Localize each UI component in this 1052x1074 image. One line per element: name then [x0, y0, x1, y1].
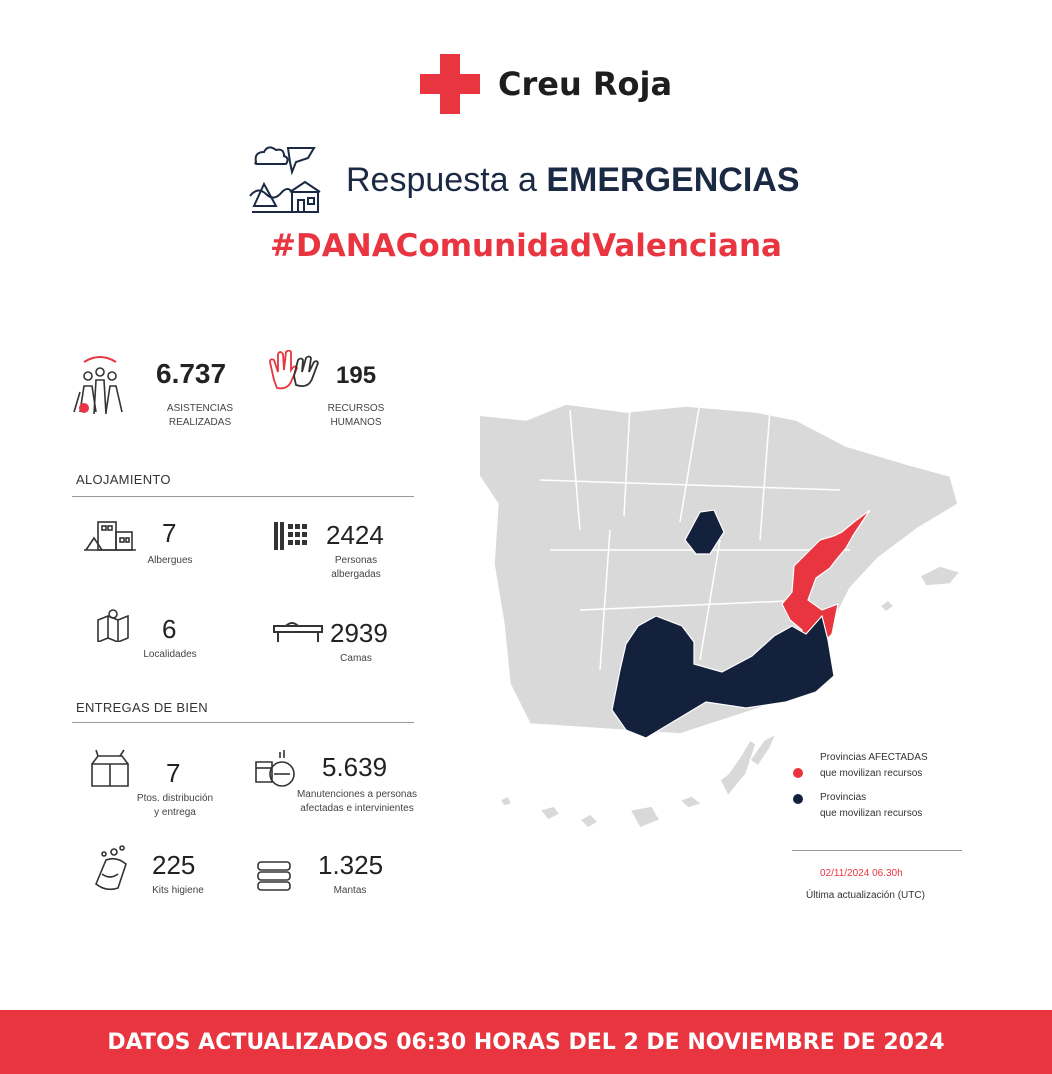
boxes-icon [91, 749, 129, 787]
map-balearic [918, 565, 962, 587]
update-label: Última actualización (UTC) [806, 890, 925, 901]
manutenciones-value: 5.639 [322, 752, 388, 782]
camas-value: 2939 [330, 618, 388, 648]
kits-value: 225 [152, 850, 196, 880]
hygiene-kit-icon [95, 845, 127, 891]
shelter-buildings-icon [84, 521, 136, 551]
disaster-icon [249, 146, 321, 213]
brand-logo: Creu Roja [420, 54, 672, 114]
map-south-provinces [611, 614, 835, 739]
recursos-value: 195 [336, 362, 377, 389]
localidades-label: Localidades [143, 649, 197, 660]
personas-value: 2424 [326, 520, 384, 550]
section-divider [72, 722, 414, 723]
puntos-value: 7 [166, 758, 181, 788]
manutenciones-label: Manutenciones a personas afectadas e inte… [296, 789, 418, 814]
map-valencia [781, 509, 871, 661]
map-canary [538, 805, 562, 821]
building-grid-icon [274, 522, 307, 550]
hashtag: #DANAComunidadValenciana [270, 228, 782, 264]
footer-text: DATOS ACTUALIZADOS 06:30 HORAS DEL 2 DE … [107, 1029, 945, 1055]
albergues-label: Albergues [147, 555, 193, 566]
puntos-label: Ptos. distribución y entrega [136, 793, 214, 818]
footer-banner: DATOS ACTUALIZADOS 06:30 HORAS DEL 2 DE … [0, 1010, 1052, 1074]
update-date: 02/11/2024 06.30h [820, 868, 903, 879]
personas-label: Personas albergadas [331, 555, 381, 580]
legend-affected: Provincias AFECTADAS que movilizan recurs… [820, 752, 928, 779]
asistencias-value: 6.737 [156, 358, 227, 389]
response-header: Respuesta a EMERGENCIAS [248, 144, 800, 216]
spain-provinces-map [480, 401, 962, 829]
section-divider [72, 496, 414, 497]
section-heading-alojamiento: ALOJAMIENTO [76, 472, 171, 487]
legend-divider [792, 850, 962, 851]
blankets-icon [257, 861, 291, 891]
legend-red-dot [793, 768, 803, 778]
legend-navy-dot [793, 794, 803, 804]
meal-icon [255, 750, 295, 787]
mantas-value: 1.325 [318, 850, 384, 880]
map-madrid [684, 509, 725, 555]
section-heading-entregas: ENTREGAS DE BIEN [76, 700, 208, 715]
people-assistance-icon [73, 356, 123, 415]
map-pin-icon [97, 609, 129, 642]
asistencias-label: ASISTENCIAS REALIZADAS [166, 403, 234, 428]
legend-mobilize: Provincias que movilizan recursos [820, 792, 923, 819]
mantas-label: Mantas [333, 885, 367, 896]
bed-icon [273, 622, 323, 642]
camas-label: Camas [340, 653, 372, 664]
response-title: Respuesta a EMERGENCIAS [346, 160, 800, 199]
recursos-label: RECURSOS HUMANOS [327, 403, 385, 428]
brand-name: Creu Roja [498, 65, 673, 103]
localidades-value: 6 [162, 614, 177, 644]
red-cross-icon [420, 54, 480, 114]
helping-hands-icon [269, 350, 319, 390]
albergues-value: 7 [162, 518, 177, 548]
kits-label: Kits higiene [152, 885, 204, 896]
